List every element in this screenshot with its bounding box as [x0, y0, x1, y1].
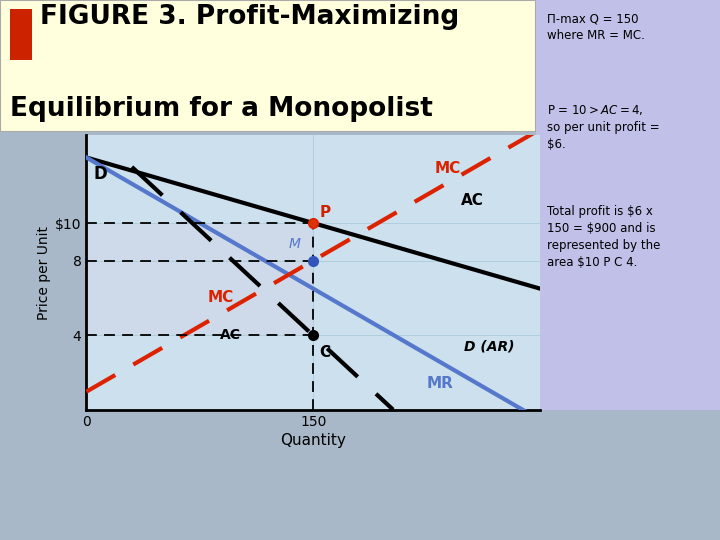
Text: Total profit is $6 x
150 = $900 and is
represented by the
area $10 P C 4.: Total profit is $6 x 150 = $900 and is r…	[547, 205, 661, 269]
Text: D (AR): D (AR)	[464, 340, 515, 354]
Text: MR: MR	[426, 376, 454, 391]
Text: Equilibrium for a Monopolist: Equilibrium for a Monopolist	[9, 96, 433, 122]
Bar	[86, 223, 313, 335]
Y-axis label: Price per Unit: Price per Unit	[37, 226, 51, 320]
Text: M: M	[289, 237, 301, 251]
Text: C: C	[319, 345, 330, 360]
Text: AC: AC	[462, 193, 485, 208]
Text: MC: MC	[207, 290, 233, 305]
Text: P = $10 > AC = $4,
so per unit profit =
$6.: P = $10 > AC = $4, so per unit profit = …	[547, 103, 660, 151]
Text: Π-max Q = 150
where MR = MC.: Π-max Q = 150 where MR = MC.	[547, 12, 645, 42]
Text: MC: MC	[434, 161, 460, 176]
X-axis label: Quantity: Quantity	[280, 434, 346, 448]
Text: AC: AC	[220, 328, 240, 342]
Text: D: D	[94, 165, 108, 183]
Bar	[9, 9, 32, 59]
Text: FIGURE 3. Profit-Maximizing: FIGURE 3. Profit-Maximizing	[40, 4, 459, 30]
Text: P: P	[319, 205, 330, 220]
